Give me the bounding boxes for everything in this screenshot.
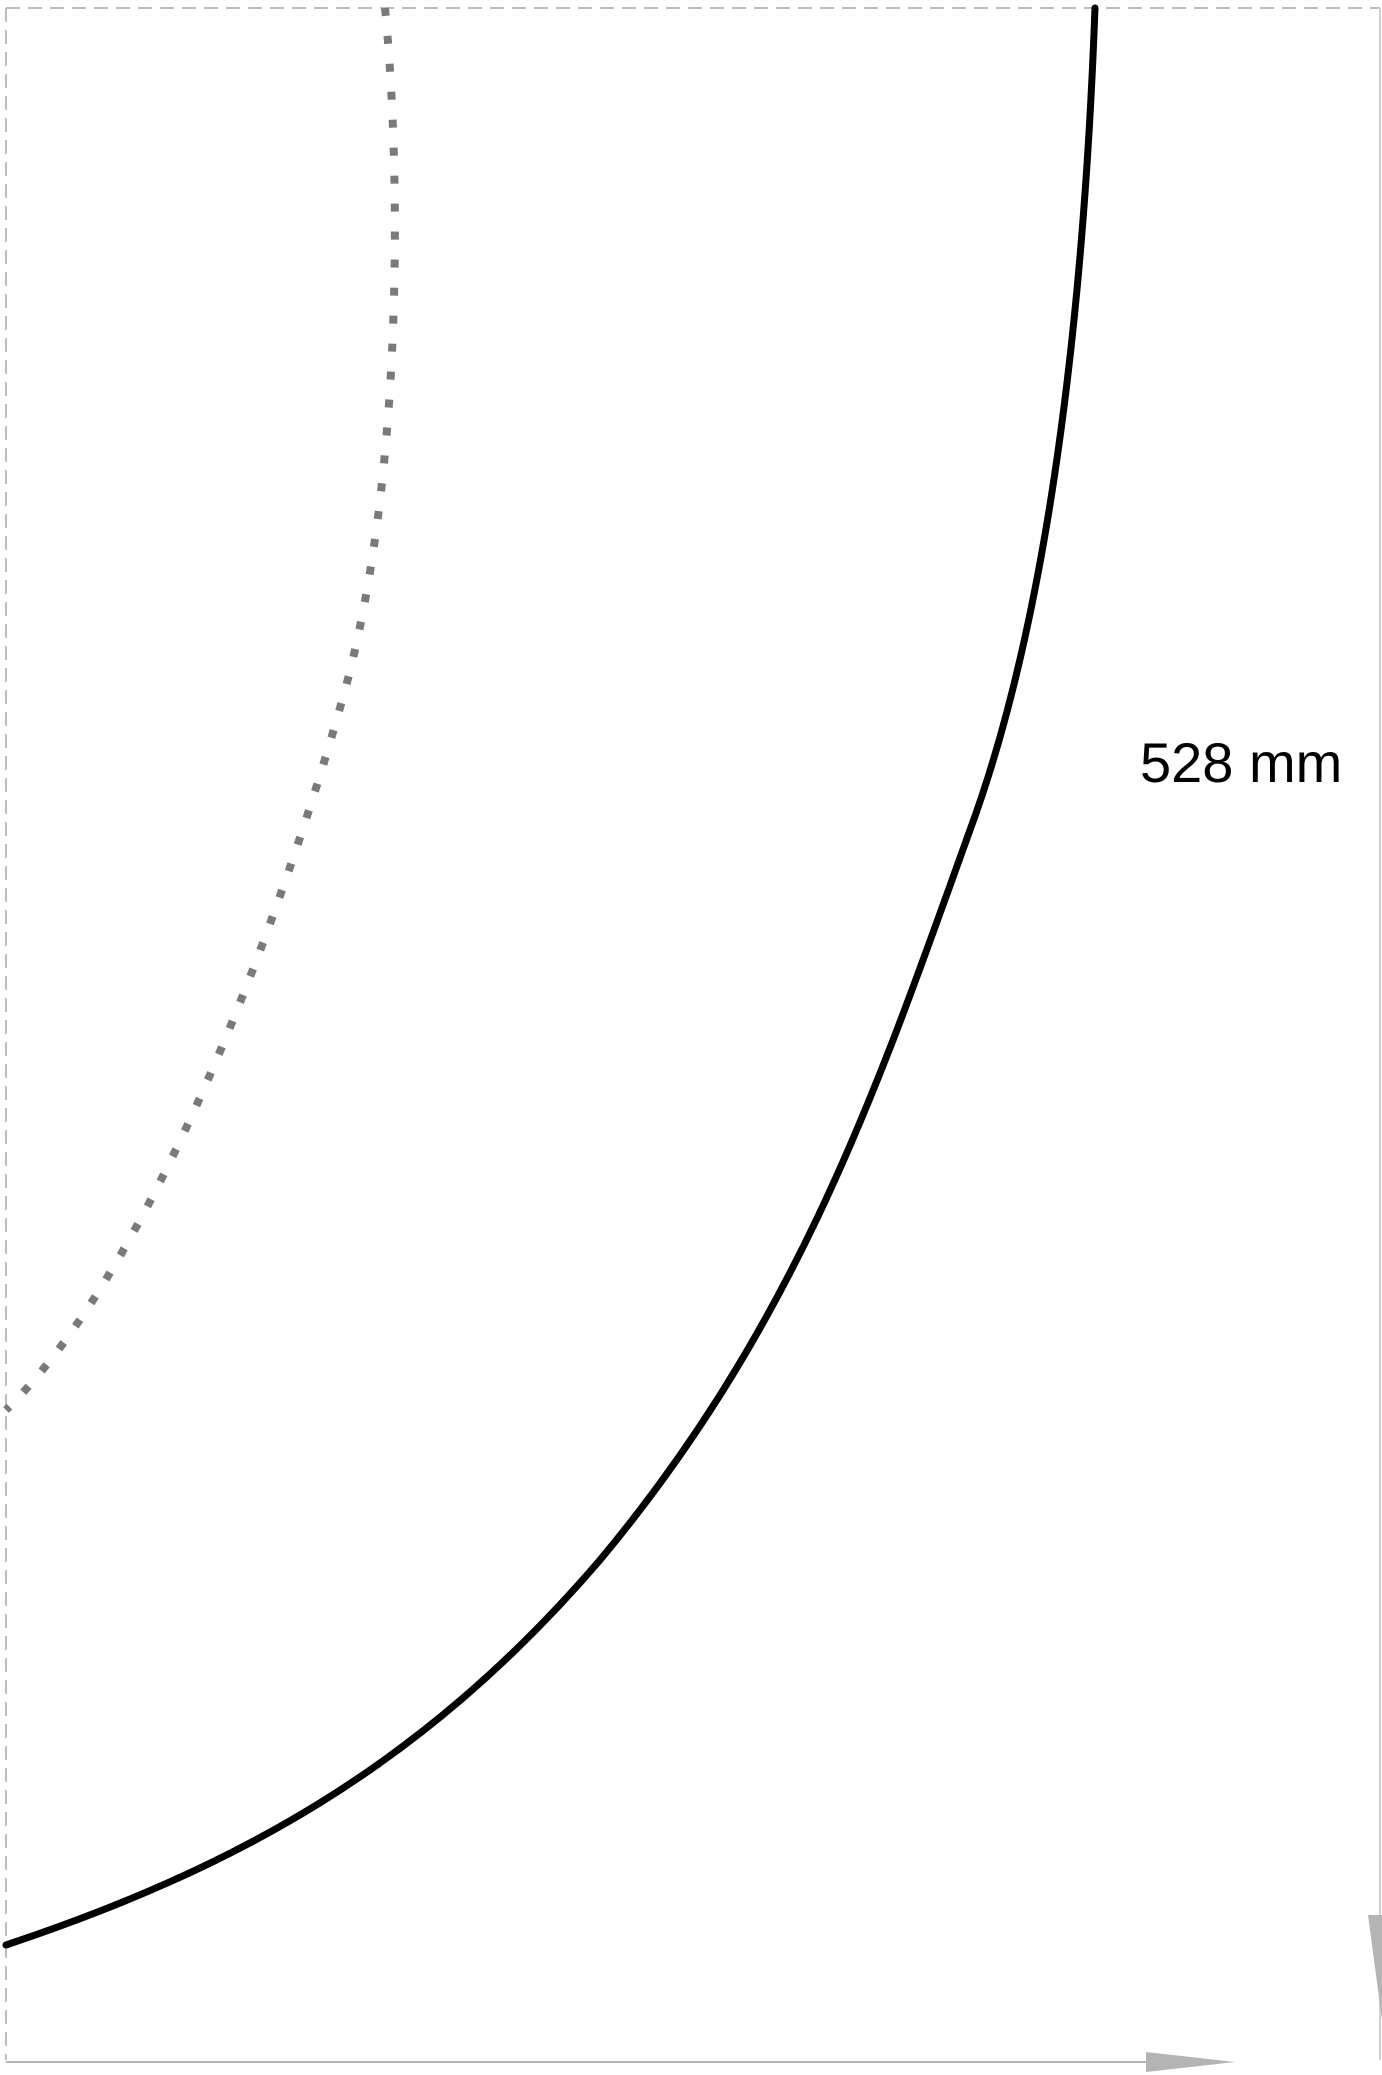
- inner-dotted-curve: [3, 7, 399, 1413]
- bottom-arrowhead: [1146, 2052, 1235, 2072]
- right-arrowhead: [1368, 1915, 1382, 2020]
- dimension-label: 528 mm: [1140, 731, 1343, 794]
- outer-solid-curve: [2, 4, 1099, 1949]
